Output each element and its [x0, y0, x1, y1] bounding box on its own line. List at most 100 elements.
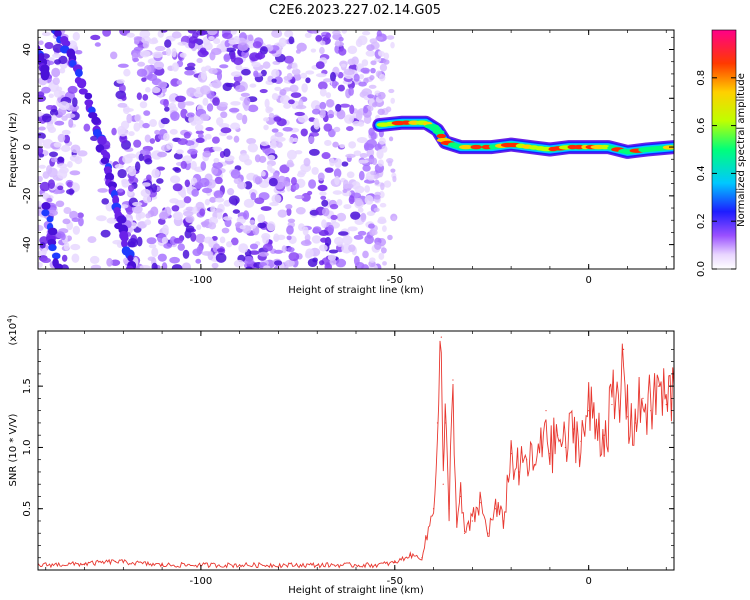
spectrogram-speckle	[333, 126, 341, 133]
spectrogram-ytick-label: -40	[22, 236, 33, 252]
snr-xtick-label: -50	[387, 576, 403, 587]
snr-point	[642, 397, 644, 400]
spectrogram-speckle	[304, 239, 311, 245]
spectrogram-speckle	[339, 143, 346, 149]
spectrogram-speckle	[77, 212, 84, 219]
spectrogram-speckle	[38, 40, 44, 46]
spectrogram-speckle	[181, 262, 192, 269]
spectrogram-speckle	[319, 101, 327, 110]
spectrogram-speckle	[319, 191, 327, 196]
spectrogram-speckle	[216, 248, 225, 253]
spectrogram-speckle	[136, 236, 143, 247]
spectrogram-speckle	[49, 109, 59, 116]
spectrogram-speckle	[182, 249, 190, 259]
spectrogram-speckle	[128, 176, 139, 185]
spectrogram-axes: -100 -50 0 -40 -20 0 20 40	[22, 30, 674, 286]
snr-point	[479, 501, 481, 504]
spectrogram-speckle	[102, 30, 111, 37]
spectrogram-speckle	[383, 180, 392, 188]
spectrogram-speckle	[69, 104, 80, 111]
spectrogram-speckle	[196, 58, 203, 64]
spectrogram-streak	[41, 209, 50, 217]
spectrogram-speckle	[69, 154, 80, 162]
spectrogram-speckle	[51, 67, 61, 78]
snr-multiplier: (x104)	[6, 314, 19, 345]
spectrogram-speckle	[311, 30, 320, 34]
spectrogram-speckle	[72, 31, 80, 41]
spectrogram-speckle	[52, 53, 62, 58]
snr-point	[239, 564, 241, 566]
spectrogram-speckle	[142, 122, 150, 129]
spectrogram-speckle	[46, 197, 53, 203]
spectrogram-speckle	[100, 229, 111, 238]
spectrogram-speckle	[324, 263, 332, 269]
spectrogram-speckle	[38, 146, 44, 156]
spectrogram-speckle	[291, 62, 298, 71]
spectrogram-speckle	[151, 183, 158, 193]
spectrogram-speckle	[253, 70, 259, 78]
snr-point	[588, 410, 590, 412]
spectrogram-speckle	[311, 235, 322, 244]
spectrogram-speckle	[308, 148, 320, 156]
spectrogram-speckle	[271, 30, 283, 38]
spectrogram-speckle	[135, 161, 141, 172]
spectrogram-speckle	[343, 68, 355, 76]
spectrogram-speckle	[292, 137, 299, 143]
spectrogram-speckle	[327, 224, 335, 234]
snr-xtick-label: 0	[585, 576, 591, 587]
spectrogram-speckle	[355, 197, 363, 207]
spectrogram-speckle	[308, 179, 317, 189]
spectrogram-speckle	[101, 198, 110, 205]
spectrogram-speckle	[50, 157, 59, 163]
spectrogram-speckle	[279, 88, 287, 96]
spectrogram-speckle	[240, 92, 250, 97]
spectrogram-speckle	[156, 178, 164, 184]
spectrogram-speckle	[241, 114, 248, 125]
spectrogram-xtick-label: -50	[387, 275, 403, 286]
spectrogram-speckle	[379, 63, 388, 72]
spectrogram-streak	[112, 195, 120, 205]
spectrogram-speckle	[269, 141, 278, 149]
spectrogram-speckle	[301, 83, 308, 93]
spectrogram-speckle	[390, 41, 395, 49]
spectrogram-speckle	[147, 256, 156, 261]
snr-point	[444, 422, 446, 424]
snr-point	[650, 410, 652, 412]
spectrogram-speckle	[106, 217, 117, 224]
spectrogram-speckle	[237, 42, 249, 51]
spectrogram-speckle	[317, 172, 325, 181]
spectrogram-speckle	[363, 106, 369, 114]
signal-track-hotspot	[470, 144, 482, 150]
spectrogram-speckle	[245, 266, 253, 269]
snr-point	[502, 520, 504, 522]
snr-point	[634, 422, 636, 424]
spectrogram-speckle	[47, 209, 58, 217]
spectrogram-speckle	[247, 104, 259, 113]
snr-point	[394, 562, 396, 564]
spectrogram-speckle	[149, 119, 158, 127]
spectrogram-speckle	[56, 163, 68, 169]
spectrogram-speckle	[271, 194, 282, 204]
spectrogram-speckle	[332, 30, 341, 35]
spectrogram-speckle	[259, 46, 268, 55]
spectrogram-speckle	[362, 30, 371, 36]
spectrogram-speckle	[223, 54, 231, 60]
spectrogram-speckle	[139, 264, 151, 269]
spectrogram-speckle	[89, 255, 100, 264]
snr-point	[611, 403, 613, 406]
spectrogram-speckle	[126, 113, 133, 124]
spectrogram-speckle	[321, 152, 331, 160]
snr-point	[541, 446, 543, 449]
spectrogram-speckle	[348, 141, 357, 149]
colorbar-ticks: 0.0 0.2 0.4 0.6 0.8	[696, 70, 736, 277]
spectrogram-speckle	[319, 46, 325, 55]
spectrogram-speckle	[333, 168, 342, 179]
spectrogram-speckle	[138, 153, 144, 162]
spectrogram-speckle	[311, 167, 319, 175]
spectrogram-speckle	[220, 111, 228, 119]
spectrogram-speckle	[263, 124, 269, 131]
spectrogram-speckle	[69, 210, 79, 220]
spectrogram-speckle	[95, 215, 107, 222]
snr-point	[409, 554, 411, 556]
colorbar-label: Normalized spectral amplitude	[736, 73, 747, 227]
